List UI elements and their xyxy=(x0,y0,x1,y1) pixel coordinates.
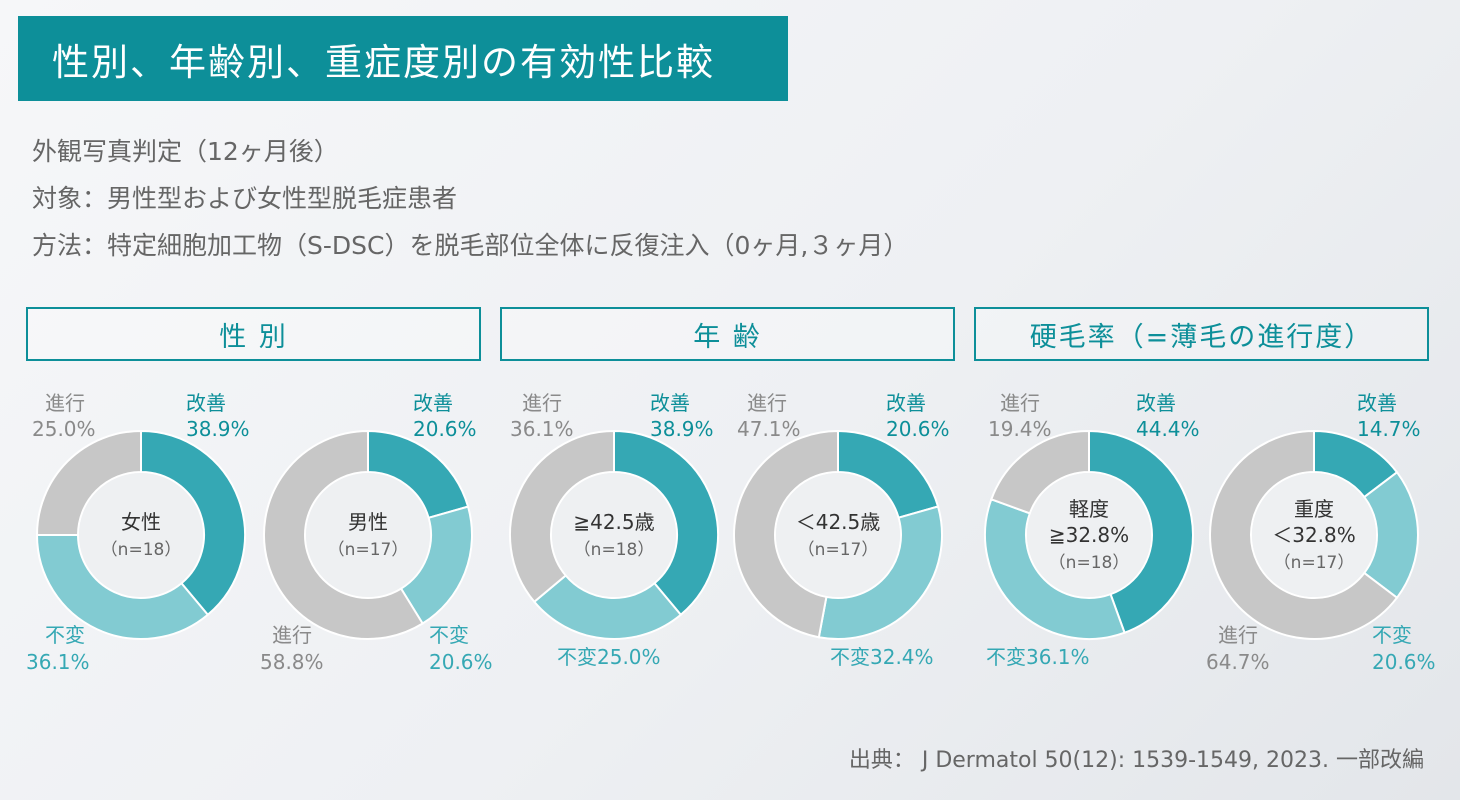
page-title: 性別、年齢別、重症度別の有効性比較 xyxy=(18,16,788,101)
slice-value-label: 36.1% xyxy=(510,417,574,441)
slice-name-label: 不変 xyxy=(1372,623,1412,647)
slice-1 xyxy=(1088,429,1194,635)
slice-2 xyxy=(984,497,1126,640)
slice-value-label: 36.1% xyxy=(26,650,90,674)
center-label-line: （n=17） xyxy=(798,540,879,560)
info-subjects: 対象：男性型および女性型脱毛症患者 xyxy=(32,184,458,213)
section-sex: 性 別 xyxy=(26,307,481,361)
center-label-line: ≧32.8% xyxy=(1049,523,1129,547)
slice-3 xyxy=(509,429,615,604)
donut-center xyxy=(776,473,900,597)
slice-name-label: 進行 xyxy=(522,391,562,415)
slice-2 xyxy=(817,505,943,640)
donut-center xyxy=(1252,473,1376,597)
slice-1 xyxy=(613,429,719,617)
slice-value-label: 不変25.0% xyxy=(557,645,661,669)
slice-2 xyxy=(35,534,210,640)
slice-name-label: 不変 xyxy=(429,623,469,647)
center-label-line: 重度 xyxy=(1294,497,1334,521)
center-label-line: （n=18） xyxy=(101,540,182,560)
center-label-line: ＜42.5歳 xyxy=(796,510,881,534)
slice-name-label: 改善 xyxy=(413,391,453,415)
center-label-line: 男性 xyxy=(348,510,388,534)
slice-value-label: 不変32.4% xyxy=(830,645,934,669)
slice-name-label: 改善 xyxy=(1136,391,1176,415)
slice-3 xyxy=(263,429,424,640)
slice-value-label: 19.4% xyxy=(988,417,1052,441)
slice-name-label: 改善 xyxy=(186,391,226,415)
center-label-line: （n=17） xyxy=(1274,553,1355,573)
slice-name-label: 改善 xyxy=(1357,391,1397,415)
study-info: 外観写真判定（12ヶ月後） 対象：男性型および女性型脱毛症患者 方法：特定細胞加… xyxy=(32,128,908,269)
slice-2 xyxy=(532,574,683,640)
slice-3 xyxy=(35,429,142,536)
slice-name-label: 進行 xyxy=(272,623,312,647)
citation: 出典： J Dermatol 50(12): 1539-1549, 2023. … xyxy=(848,748,1424,773)
center-label-line: ≧42.5歳 xyxy=(573,510,654,534)
donut-center xyxy=(1027,473,1151,597)
slice-value-label: 38.9% xyxy=(186,417,250,441)
slice-3 xyxy=(1209,429,1399,640)
slice-name-label: 不変 xyxy=(45,623,85,647)
slice-name-label: 進行 xyxy=(1000,391,1040,415)
slice-name-label: 改善 xyxy=(650,391,690,415)
center-label-line: 女性 xyxy=(121,510,161,534)
slice-value-label: 64.7% xyxy=(1206,650,1270,674)
section-severity: 硬毛率（=薄毛の進行度） xyxy=(974,307,1429,361)
info-evaluation: 外観写真判定（12ヶ月後） xyxy=(32,137,339,166)
section-age: 年 齢 xyxy=(500,307,955,361)
slice-3 xyxy=(990,429,1090,515)
slice-1 xyxy=(140,429,246,617)
slice-value-label: 20.6% xyxy=(886,417,950,441)
slice-value-label: 20.6% xyxy=(413,417,477,441)
donut-center xyxy=(552,473,676,597)
slice-name-label: 進行 xyxy=(1218,623,1258,647)
center-label-line: （n=18） xyxy=(574,540,655,560)
slice-3 xyxy=(733,429,839,639)
slice-value-label: 14.7% xyxy=(1357,417,1421,441)
center-label-line: ＜32.8% xyxy=(1272,523,1356,547)
donut-center xyxy=(79,473,203,597)
info-method: 方法：特定細胞加工物（S-DSC）を脱毛部位全体に反復注入（0ヶ月,３ヶ月） xyxy=(32,231,909,260)
slice-value-label: 38.9% xyxy=(650,417,714,441)
slice-value-label: 25.0% xyxy=(32,417,96,441)
center-label-line: （n=18） xyxy=(1049,553,1130,573)
donut-center xyxy=(306,473,430,597)
slice-value-label: 58.8% xyxy=(260,650,324,674)
slice-value-label: 20.6% xyxy=(429,650,493,674)
slice-name-label: 進行 xyxy=(747,391,787,415)
center-label-line: 軽度 xyxy=(1069,497,1109,521)
center-label-line: （n=17） xyxy=(328,540,409,560)
slice-value-label: 不変36.1% xyxy=(986,645,1090,669)
slice-name-label: 改善 xyxy=(886,391,926,415)
slice-value-label: 20.6% xyxy=(1372,650,1436,674)
slice-name-label: 進行 xyxy=(45,391,85,415)
slice-value-label: 44.4% xyxy=(1136,417,1200,441)
slice-value-label: 47.1% xyxy=(737,417,801,441)
